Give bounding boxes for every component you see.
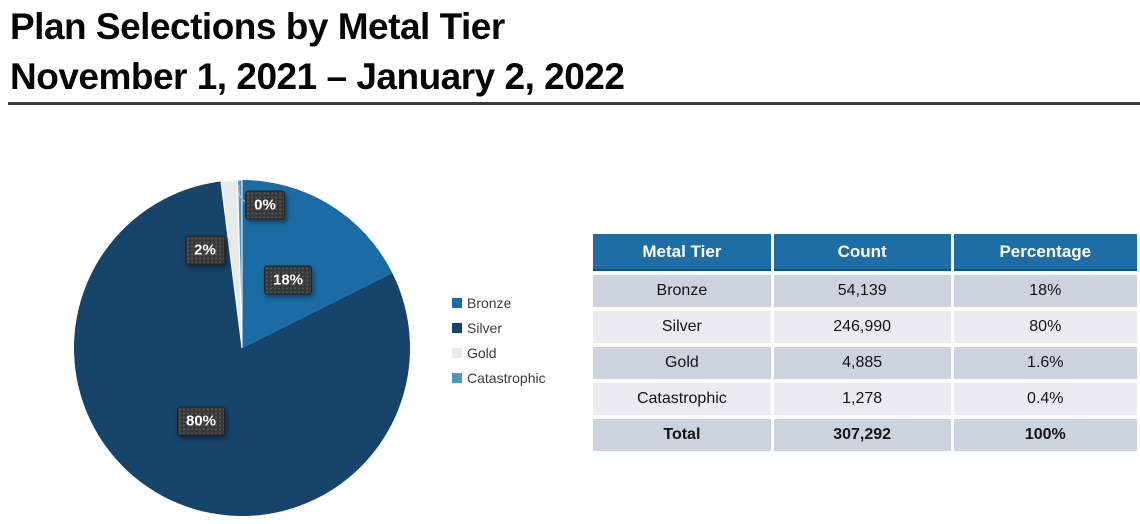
page-header: Plan Selections by Metal Tier November 1… — [10, 2, 1130, 102]
pie-chart-canvas — [73, 179, 410, 516]
table-cell: 54,139 — [773, 275, 951, 307]
legend-label: Catastrophic — [467, 370, 546, 386]
legend-label: Silver — [467, 320, 503, 336]
table-cell: Silver — [593, 311, 771, 343]
legend-item-silver: Silver — [452, 320, 546, 336]
page-subtitle-date-range: November 1, 2021 – January 2, 2022 — [10, 56, 625, 97]
table-header-count: Count — [773, 234, 951, 271]
legend-swatch-icon — [452, 323, 462, 333]
pie-slice-bronze — [242, 180, 393, 348]
legend-label: Bronze — [467, 295, 512, 311]
legend-swatch-icon — [452, 348, 462, 358]
legend-swatch-icon — [452, 373, 462, 383]
summary-table: Metal Tier Count Percentage Bronze 54,139 18… — [590, 230, 1140, 455]
table-cell: 18% — [953, 275, 1137, 307]
table-header-row: Metal Tier Count Percentage — [593, 234, 1137, 271]
table-cell: 0.4% — [953, 383, 1137, 415]
table-cell: 4,885 — [773, 347, 951, 379]
pie-data-label-gold: 2% — [185, 235, 225, 265]
table-cell: 80% — [953, 311, 1137, 343]
pie-slice-catastrophic — [237, 179, 243, 349]
pie-data-label-catastrophic: 0% — [245, 190, 285, 220]
legend-item-catastrophic: Catastrophic — [452, 370, 546, 386]
legend-item-gold: Gold — [452, 345, 546, 361]
legend-label: Gold — [467, 345, 497, 361]
page-title: Plan Selections by Metal Tier — [10, 6, 505, 47]
table-cell: 1,278 — [773, 383, 951, 415]
table-row-bronze: Bronze 54,139 18% — [593, 275, 1137, 307]
pie-data-label-bronze: 18% — [263, 265, 313, 295]
table-header-percentage: Percentage — [953, 234, 1137, 271]
table-cell: 246,990 — [773, 311, 951, 343]
chart-legend: Bronze Silver Gold Catastrophic — [452, 295, 546, 396]
table-cell: 100% — [953, 419, 1137, 451]
legend-item-bronze: Bronze — [452, 295, 546, 311]
table-header-metal-tier: Metal Tier — [593, 234, 771, 271]
table-row-silver: Silver 246,990 80% — [593, 311, 1137, 343]
table-cell: Bronze — [593, 275, 771, 307]
table-row-total: Total 307,292 100% — [593, 419, 1137, 451]
table-cell: 1.6% — [953, 347, 1137, 379]
table-cell: Total — [593, 419, 771, 451]
table-cell: Gold — [593, 347, 771, 379]
table-cell: 307,292 — [773, 419, 951, 451]
table-row-gold: Gold 4,885 1.6% — [593, 347, 1137, 379]
pie-data-label-silver: 80% — [176, 406, 226, 436]
table-cell: Catastrophic — [593, 383, 771, 415]
legend-swatch-icon — [452, 298, 462, 308]
table-row-catastrophic: Catastrophic 1,278 0.4% — [593, 383, 1137, 415]
title-underline — [8, 102, 1140, 105]
pie-chart: 18% 80% 2% 0% — [0, 0, 470, 524]
pie-slice-silver — [73, 181, 410, 516]
